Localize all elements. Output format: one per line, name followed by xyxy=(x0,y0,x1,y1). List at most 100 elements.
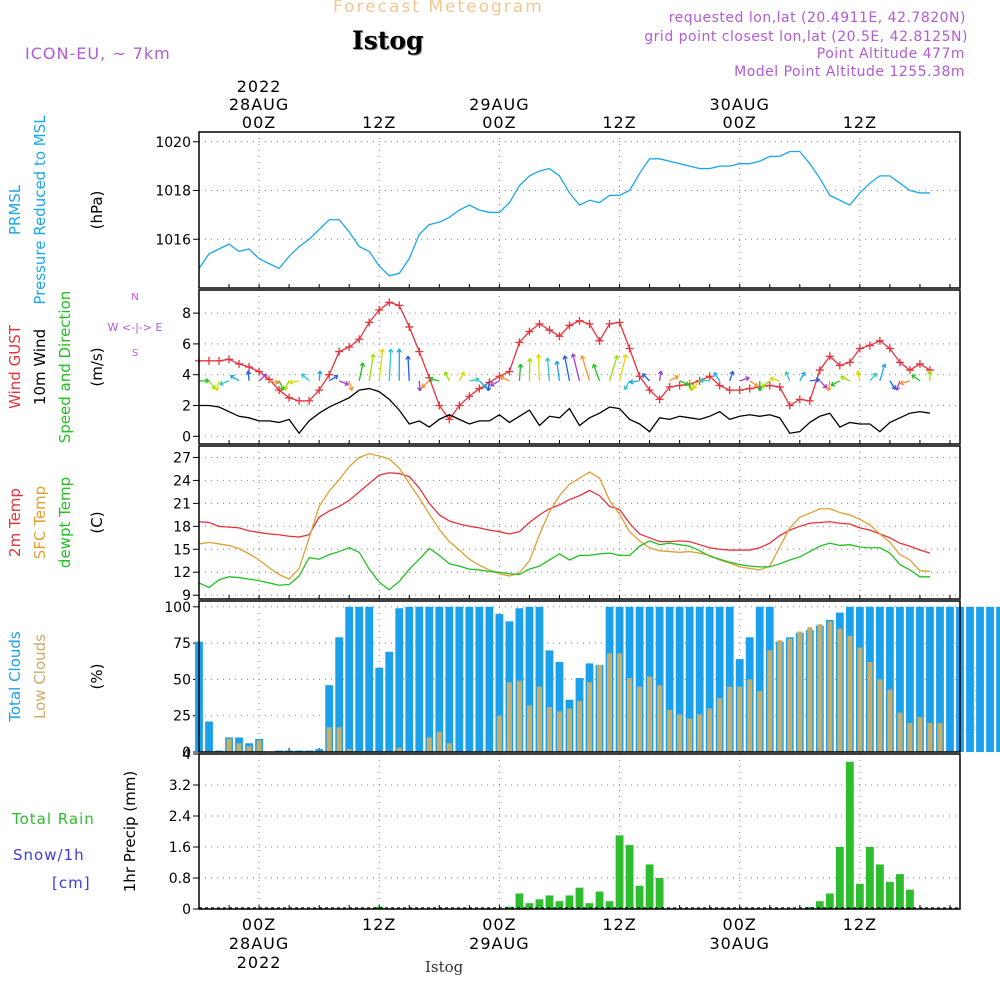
bar-total xyxy=(946,606,954,752)
bottom-time-label: 12Z xyxy=(843,915,877,934)
gust-marker xyxy=(725,386,734,395)
y-tick-label: 0.8 xyxy=(169,871,191,887)
bar-total xyxy=(685,606,694,752)
bar-total xyxy=(425,606,434,752)
bar-low xyxy=(336,727,342,752)
gust-marker xyxy=(915,359,924,368)
bar-low xyxy=(757,691,763,752)
y-tick-label: 27 xyxy=(173,450,191,466)
y-tick-label: 21 xyxy=(173,496,191,512)
wind-arrow-head xyxy=(800,371,806,377)
series-line-2m xyxy=(198,472,931,554)
gust-marker xyxy=(885,344,894,353)
panel-frame-temperature xyxy=(198,445,961,600)
bottom-time-label: 28AUG xyxy=(229,934,289,953)
gust-marker xyxy=(265,375,274,384)
wind-direction-arrow xyxy=(328,375,339,382)
gust-marker xyxy=(305,396,314,405)
panel-label: Snow/1h xyxy=(13,846,85,864)
wind-arrow-head xyxy=(761,383,767,388)
bar-low xyxy=(326,727,332,752)
gust-marker xyxy=(465,392,474,401)
gust-marker xyxy=(515,338,524,347)
top-time-label: 00Z xyxy=(242,113,276,132)
wind-arrow-head xyxy=(460,371,465,377)
panel-label: PRMSL xyxy=(6,184,24,235)
bar-total xyxy=(385,651,394,752)
bar-rain xyxy=(855,883,864,909)
bar-rain xyxy=(585,903,594,909)
bar-rain xyxy=(625,845,634,909)
gust-marker xyxy=(455,401,464,410)
bar-low xyxy=(566,708,572,752)
panel-frame-clouds xyxy=(198,600,961,753)
panel-label: 10m Wind xyxy=(31,329,49,405)
bar-low xyxy=(587,682,593,752)
bar-low xyxy=(907,722,913,752)
wind-arrow-head xyxy=(214,386,220,391)
wind-arrow-head xyxy=(674,375,679,380)
wind-direction-arrow xyxy=(546,357,551,381)
bar-total xyxy=(415,606,424,752)
y-tick-label: 2.4 xyxy=(169,809,191,825)
gust-marker xyxy=(645,386,654,395)
bar-total xyxy=(365,606,374,752)
wind-direction-arrow xyxy=(799,371,806,382)
bar-low xyxy=(526,705,532,752)
gust-marker xyxy=(385,298,394,307)
gust-marker xyxy=(675,381,684,390)
series-line-pressure xyxy=(198,150,930,277)
gust-marker xyxy=(415,347,424,356)
wind-arrow-head xyxy=(396,348,402,353)
grid-point-coords: grid point closest lon,lat (20.5E, 42.81… xyxy=(644,29,968,45)
bar-low xyxy=(617,653,623,752)
wind-direction-arrow xyxy=(348,380,353,391)
wind-direction-arrow xyxy=(608,355,618,382)
wind-arrow-head xyxy=(622,353,629,359)
wind-arrow-head xyxy=(545,357,551,362)
wind-arrow-head xyxy=(729,370,735,376)
bar-total xyxy=(315,749,324,752)
bar-rain xyxy=(505,906,514,909)
wind-direction-arrow xyxy=(769,377,780,382)
wind-arrow-head xyxy=(692,384,698,390)
gust-marker xyxy=(665,383,674,392)
wind-direction-arrow xyxy=(338,380,349,386)
panel-label: Total Rain xyxy=(11,810,95,828)
panel-label: Speed and Direction xyxy=(56,291,74,444)
bar-total xyxy=(986,606,994,752)
bar-total xyxy=(725,606,734,752)
bottom-time-label: 12Z xyxy=(602,915,636,934)
y-tick-label: 6 xyxy=(182,337,191,353)
gust-marker xyxy=(205,356,214,365)
gust-marker xyxy=(835,361,844,370)
panel-label: [cm] xyxy=(52,874,91,892)
wind-arrow-head xyxy=(421,383,426,389)
wind-direction-arrow xyxy=(592,364,601,382)
bar-low xyxy=(607,653,613,752)
wind-direction-arrow xyxy=(624,380,631,390)
top-time-label: 30AUG xyxy=(709,95,769,114)
bar-total xyxy=(455,606,464,752)
wind-direction-arrow xyxy=(889,380,896,390)
bar-low xyxy=(777,640,783,752)
y-tick-label: 4 xyxy=(182,747,191,763)
panel-label: dewpt Temp xyxy=(56,477,74,568)
wind-direction-arrow xyxy=(692,380,701,389)
wind-direction-arrow xyxy=(230,375,240,382)
bar-total xyxy=(635,606,644,752)
bar-rain xyxy=(535,899,544,909)
bar-rain xyxy=(545,895,554,909)
bar-low xyxy=(767,650,773,752)
gust-marker xyxy=(635,372,644,381)
wind-direction-arrow xyxy=(869,372,877,382)
wind-direction-arrow xyxy=(642,373,651,382)
bar-total xyxy=(335,637,344,752)
wind-direction-arrow xyxy=(247,370,250,381)
requested-coords: requested lon,lat (20.4911E, 42.7820N) xyxy=(668,10,966,26)
series-line-wind xyxy=(199,387,931,435)
wind-direction-arrow xyxy=(618,354,627,382)
bar-total xyxy=(525,606,534,752)
bar-total xyxy=(976,606,984,752)
y-tick-label: 50 xyxy=(173,672,191,688)
